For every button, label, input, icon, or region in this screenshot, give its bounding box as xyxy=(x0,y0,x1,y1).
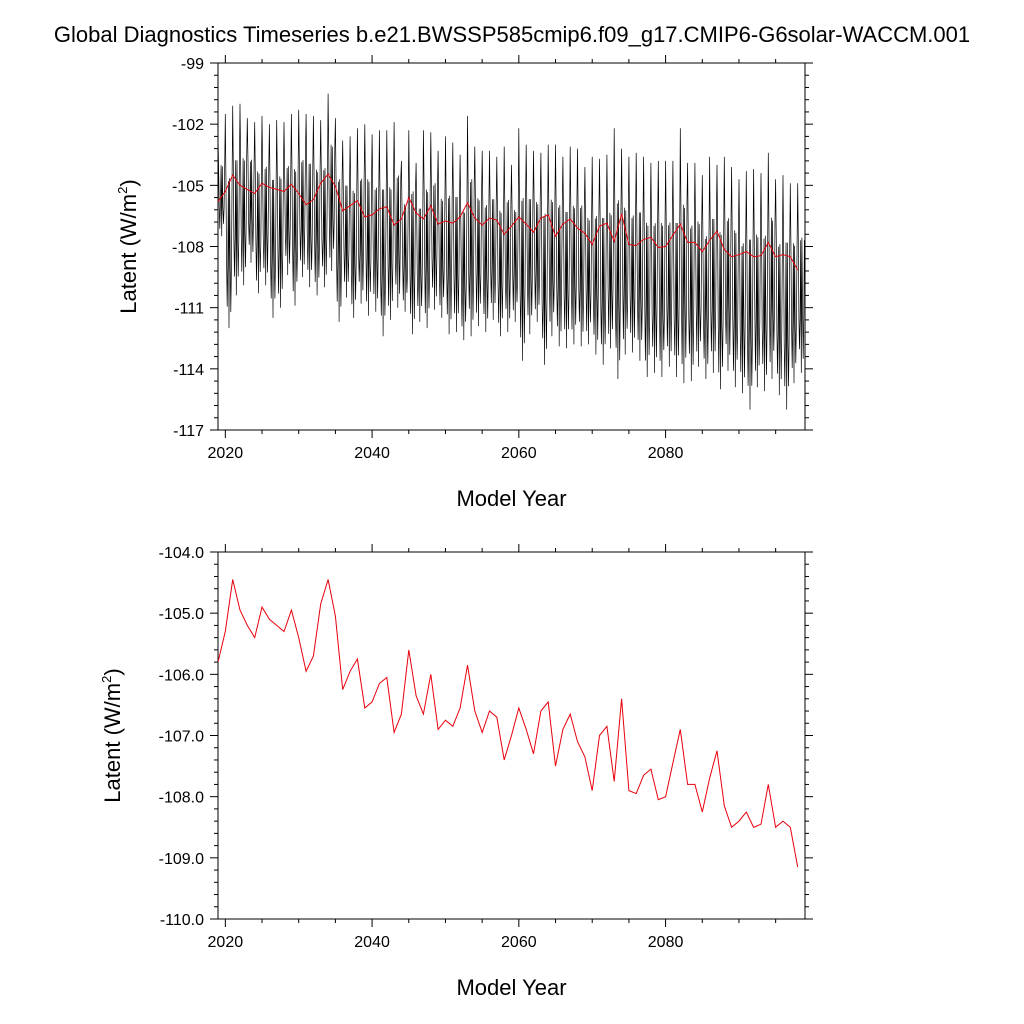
y-tick-label: -105 xyxy=(172,178,204,195)
x-tick-label: 2040 xyxy=(354,445,390,462)
y-axis-title-superscript: 2 xyxy=(99,676,114,683)
y-tick-label: -102 xyxy=(172,117,204,134)
chart-panel-2: 2020 2040 2060 2080 -104.0 -105.0 -106.0 -107.0… xyxy=(99,544,813,1000)
y-tick-label: -117 xyxy=(173,423,204,440)
y-axis-title-main: Latent (W/m xyxy=(100,683,125,803)
y-tick-label: -108 xyxy=(172,240,204,257)
y-axis-title: Latent (W/m2) xyxy=(115,179,141,313)
x-tick-label: 2060 xyxy=(501,445,537,462)
x-tick-label: 2080 xyxy=(648,445,684,462)
chart-panel-1: 2020 2040 2060 2080 -99 -102 -105 -108 -111 -114 -… xyxy=(115,55,813,511)
y-tick-label: -114 xyxy=(173,362,204,379)
x-tick-label: 2020 xyxy=(208,445,244,462)
x-tick-label: 2040 xyxy=(354,934,390,951)
y-tick-label: -108.0 xyxy=(159,790,204,807)
x-tick-label: 2060 xyxy=(501,934,537,951)
figure-title: Global Diagnostics Timeseries b.e21.BWSS… xyxy=(53,22,971,47)
monthly-series-line xyxy=(218,93,805,410)
y-axis-title: Latent (W/m2) xyxy=(99,668,125,802)
y-tick-label: -107.0 xyxy=(159,729,204,746)
annual-series-line xyxy=(218,579,799,868)
x-tick-label: 2020 xyxy=(208,934,244,951)
y-tick-label: -99 xyxy=(181,56,204,73)
x-tick-label: 2080 xyxy=(648,934,684,951)
y-axis-title-close: ) xyxy=(116,179,141,186)
y-axis-title-close: ) xyxy=(100,668,125,675)
annual-series-line xyxy=(218,173,799,271)
y-tick-label: -111 xyxy=(174,301,204,318)
y-tick-label: -110.0 xyxy=(160,912,204,929)
y-tick-label: -106.0 xyxy=(159,667,204,684)
x-axis-title: Model Year xyxy=(456,486,566,511)
y-tick-label: -109.0 xyxy=(159,851,204,868)
y-axis-title-main: Latent (W/m xyxy=(116,194,141,314)
x-axis-title: Model Year xyxy=(456,975,566,1000)
y-tick-label: -105.0 xyxy=(159,606,204,623)
y-tick-label: -104.0 xyxy=(159,545,204,562)
y-axis-title-superscript: 2 xyxy=(115,187,130,194)
